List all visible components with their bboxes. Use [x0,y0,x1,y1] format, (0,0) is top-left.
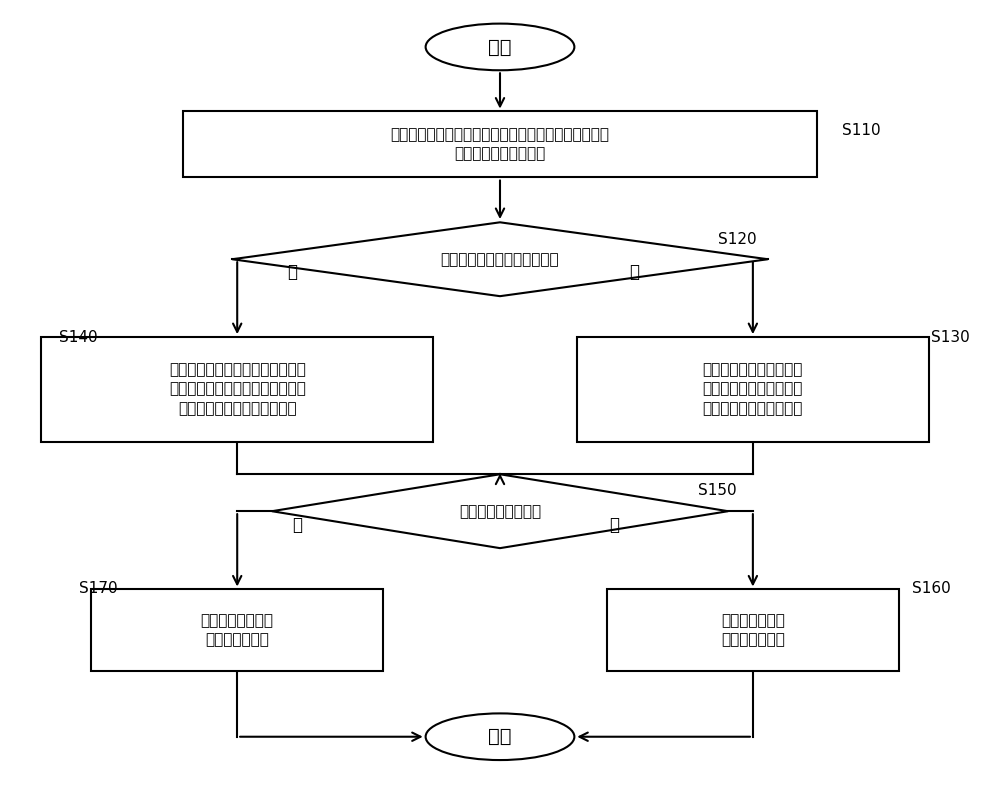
Text: 高度差在标准规定内: 高度差在标准规定内 [459,504,541,519]
Text: 将管线阀门放在测试平台上，第一法兰和第二法兰最大
尺寸处与测试平台平行: 将管线阀门放在测试平台上，第一法兰和第二法兰最大 尺寸处与测试平台平行 [391,127,610,162]
FancyBboxPatch shape [607,590,899,671]
Text: S120: S120 [718,232,757,247]
Text: S140: S140 [59,329,97,344]
Ellipse shape [426,714,574,760]
Text: 测量第一法兰最接近最大尺寸处的
水平位置的螺栓孔高度及第二法兰
对应螺栓孔高度，得到高度差: 测量第一法兰最接近最大尺寸处的 水平位置的螺栓孔高度及第二法兰 对应螺栓孔高度，… [169,362,306,417]
Text: 是: 是 [609,516,619,534]
Text: 测量第一法兰上述螺栓孔
的高度及第二法兰对应螺
栓孔的高度，得到高度差: 测量第一法兰上述螺栓孔 的高度及第二法兰对应螺 栓孔的高度，得到高度差 [703,362,803,417]
Text: S160: S160 [912,582,950,597]
FancyBboxPatch shape [183,111,817,177]
Text: 第一法兰最大尺寸处有螺栓孔: 第一法兰最大尺寸处有螺栓孔 [441,252,559,266]
Text: S170: S170 [79,582,117,597]
FancyBboxPatch shape [91,590,383,671]
Text: 开始: 开始 [488,38,512,57]
Text: S110: S110 [842,123,881,138]
Text: S150: S150 [698,483,737,498]
Text: S130: S130 [931,329,970,344]
Text: 第一法兰和第二法
兰同轴度不合格: 第一法兰和第二法 兰同轴度不合格 [201,613,274,648]
Polygon shape [232,222,768,296]
Text: 否: 否 [287,263,297,281]
Text: 结束: 结束 [488,727,512,746]
Polygon shape [272,474,728,548]
Text: 是: 是 [629,263,639,281]
FancyBboxPatch shape [577,336,929,442]
Text: 第一法兰和第二
法兰同轴度合格: 第一法兰和第二 法兰同轴度合格 [721,613,785,648]
FancyBboxPatch shape [41,336,433,442]
Text: 否: 否 [292,516,302,534]
Ellipse shape [426,24,574,70]
